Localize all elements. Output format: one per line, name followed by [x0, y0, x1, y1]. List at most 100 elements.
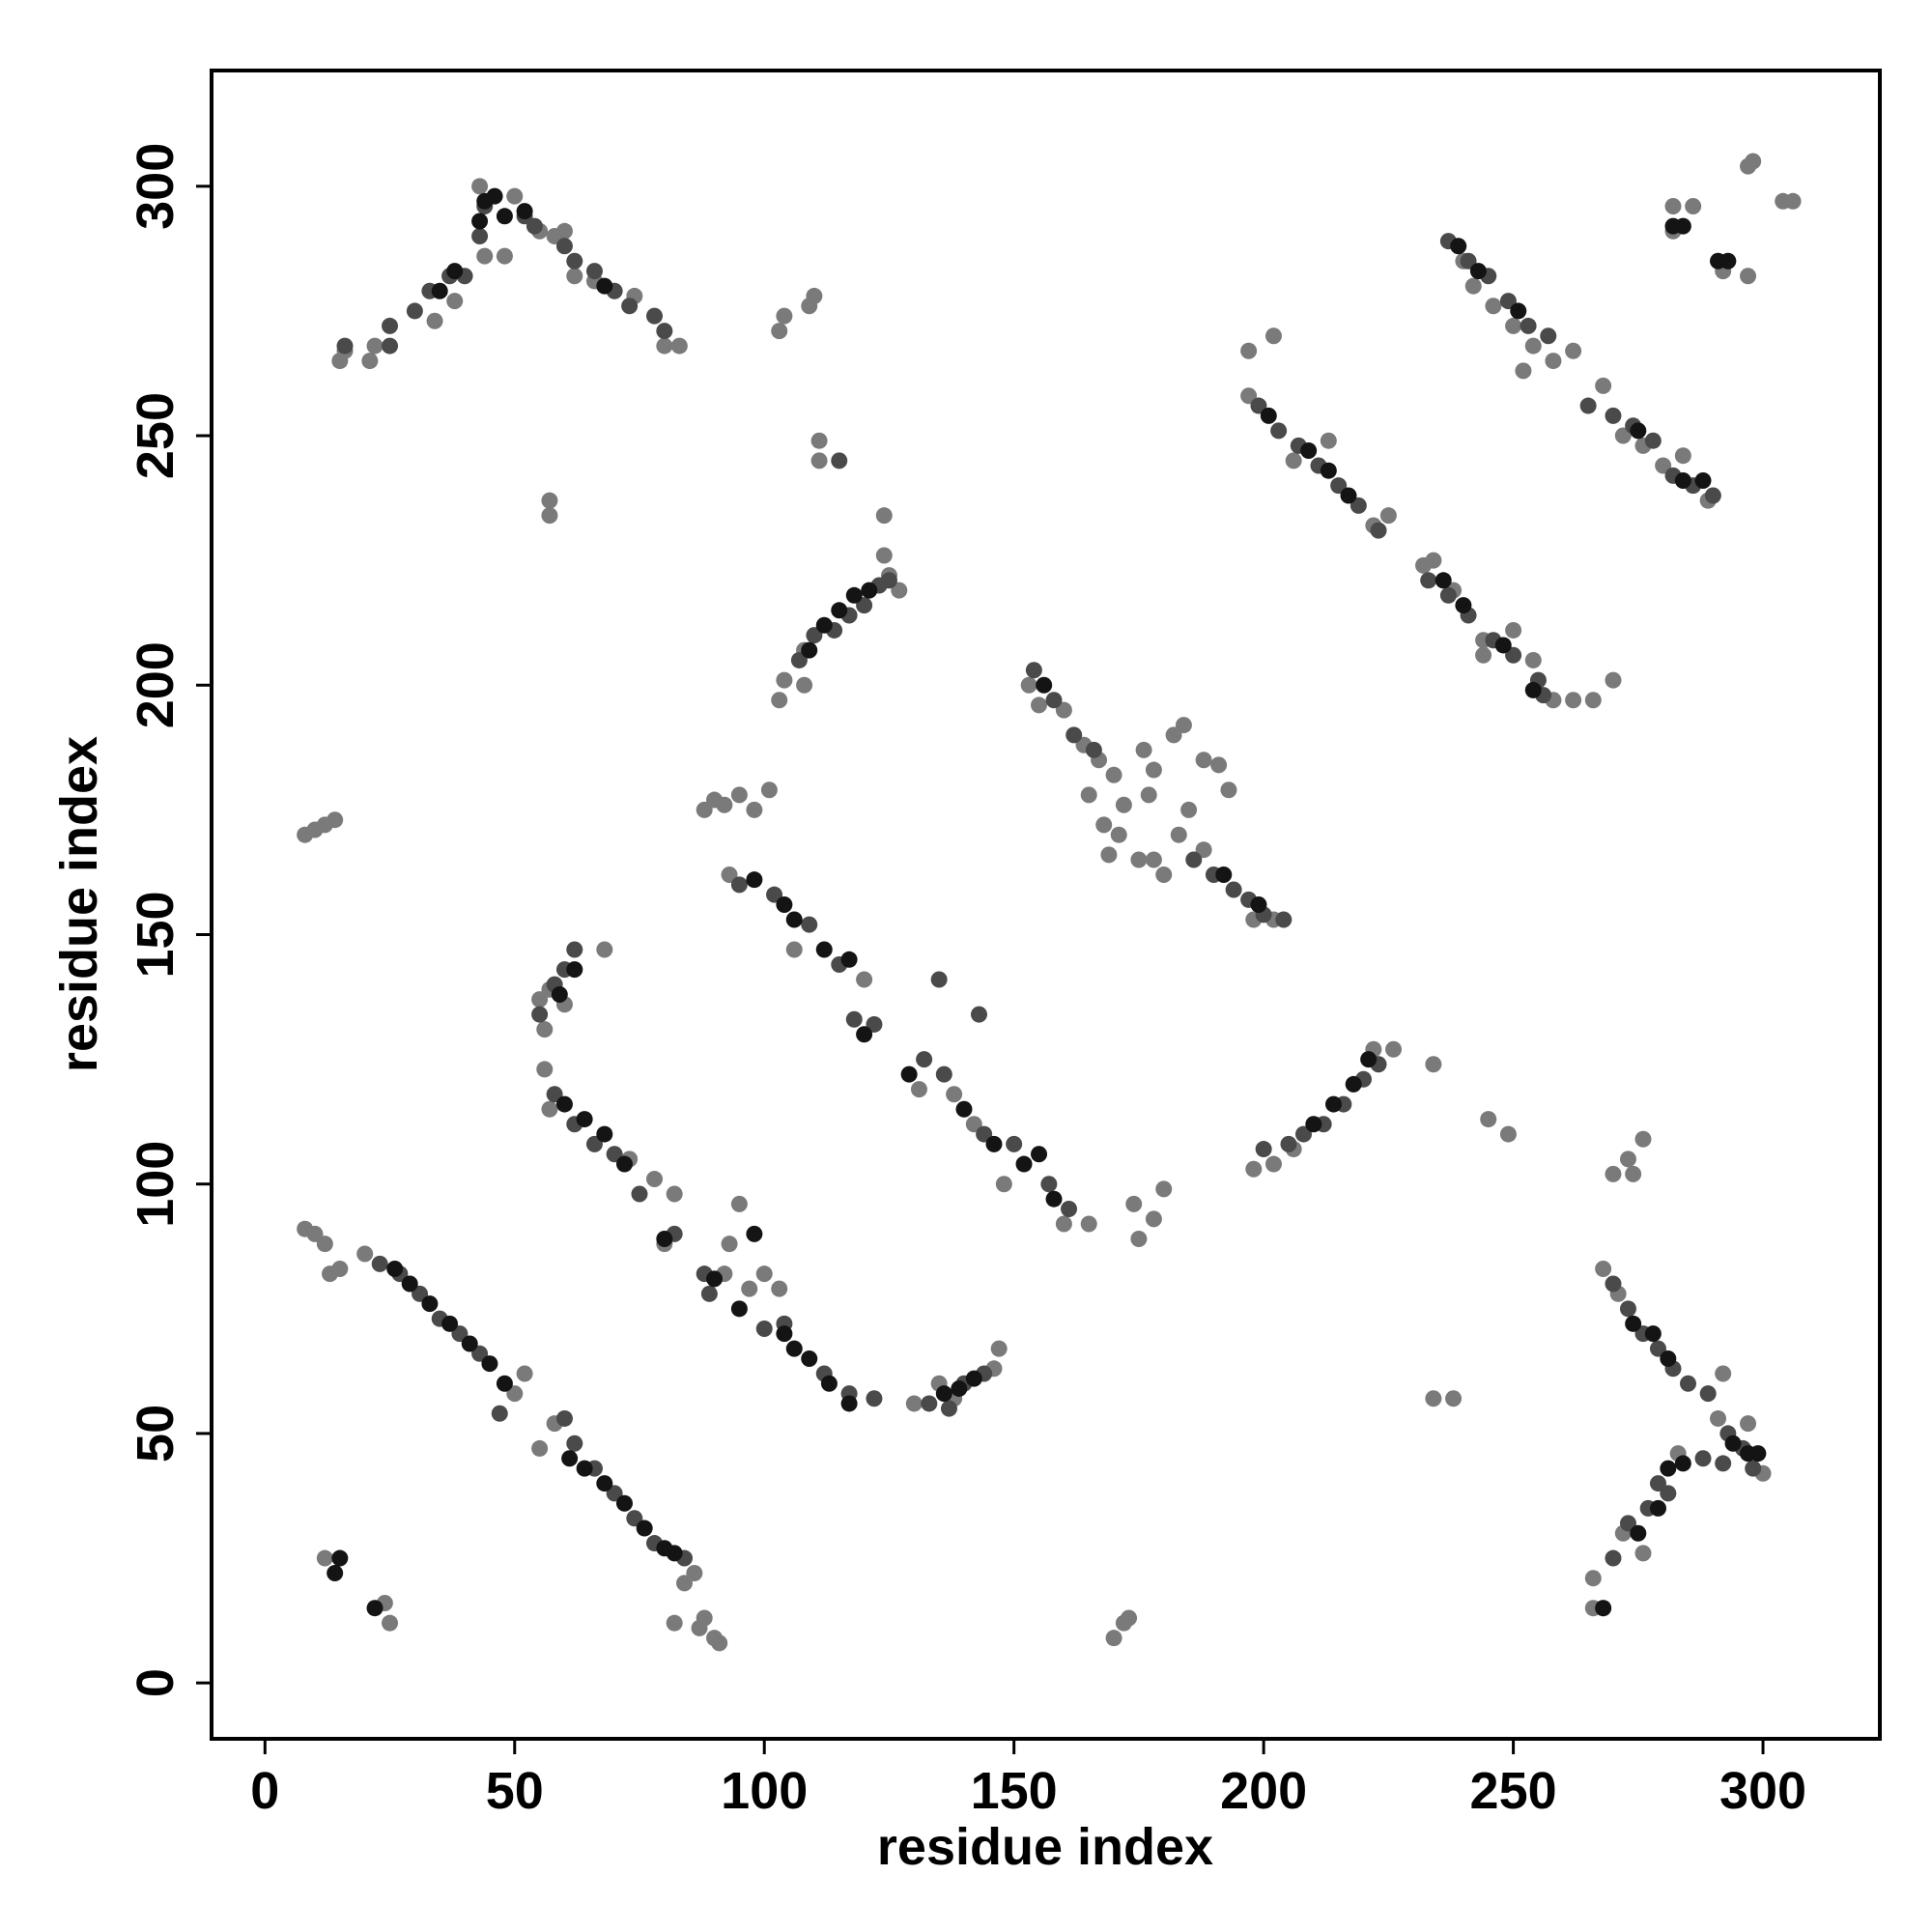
point — [875, 507, 893, 525]
point — [1749, 1445, 1767, 1463]
point — [1420, 572, 1437, 589]
y-axis-title: residue index — [50, 736, 108, 1072]
x-tick-label: 250 — [1470, 1762, 1557, 1820]
point — [1660, 1460, 1677, 1477]
point — [1515, 362, 1532, 380]
point — [1634, 1130, 1652, 1148]
point — [1006, 1135, 1023, 1152]
point — [426, 312, 443, 329]
point — [1485, 298, 1502, 315]
point — [1505, 317, 1522, 334]
points — [297, 153, 1802, 1652]
point — [1240, 342, 1258, 359]
point — [541, 507, 558, 525]
x-axis-title: residue index — [877, 1818, 1213, 1876]
point — [730, 876, 748, 894]
point — [606, 1485, 623, 1502]
point — [496, 208, 513, 225]
point — [1031, 696, 1048, 714]
point — [1625, 1315, 1642, 1332]
point — [506, 1385, 524, 1403]
point — [461, 1335, 478, 1352]
point — [1649, 1340, 1666, 1357]
point — [891, 582, 908, 599]
point — [796, 676, 813, 694]
point — [995, 1176, 1012, 1193]
point — [1185, 851, 1203, 868]
point — [1245, 1160, 1263, 1178]
point — [441, 1315, 459, 1332]
point — [1605, 407, 1622, 424]
point — [382, 1614, 399, 1632]
point — [1694, 472, 1712, 490]
point — [1524, 651, 1542, 668]
point — [1294, 1125, 1312, 1143]
x-tick-label: 150 — [971, 1762, 1058, 1820]
point — [1220, 781, 1237, 799]
point — [1674, 1455, 1691, 1472]
point — [1210, 756, 1228, 774]
point — [1379, 507, 1397, 525]
point — [861, 582, 878, 599]
point — [1040, 1176, 1058, 1193]
point — [656, 337, 673, 355]
point — [471, 213, 489, 230]
point — [382, 337, 399, 355]
point — [771, 323, 788, 340]
point — [1450, 238, 1467, 255]
point — [666, 1185, 683, 1203]
point — [541, 492, 558, 509]
point — [951, 1379, 968, 1397]
point — [930, 971, 948, 988]
point — [1020, 676, 1037, 694]
point — [1634, 1545, 1652, 1562]
point — [506, 187, 524, 205]
point — [1330, 477, 1348, 495]
point — [810, 452, 828, 469]
point — [546, 1086, 563, 1103]
point — [1584, 1570, 1602, 1587]
point — [356, 1245, 374, 1263]
y-tick-label: 0 — [127, 1668, 185, 1697]
point — [1130, 1231, 1148, 1248]
point — [711, 1634, 728, 1652]
point — [1264, 327, 1282, 345]
point — [1524, 337, 1542, 355]
point — [1644, 432, 1662, 449]
point — [561, 1450, 579, 1467]
point — [585, 263, 603, 280]
point — [306, 1225, 324, 1242]
point — [856, 597, 873, 614]
point — [656, 1231, 673, 1248]
y-tick-label: 150 — [127, 891, 185, 978]
point — [1605, 671, 1622, 689]
point — [382, 317, 399, 334]
point — [1685, 197, 1702, 214]
point — [1031, 1146, 1048, 1163]
point — [1505, 621, 1522, 639]
point — [1080, 1215, 1097, 1233]
point — [1080, 786, 1097, 804]
point — [361, 353, 379, 370]
point — [866, 1390, 883, 1407]
point — [940, 1400, 957, 1417]
point — [1584, 692, 1602, 709]
point — [1439, 586, 1457, 604]
point — [1619, 1151, 1636, 1168]
point — [910, 1081, 927, 1098]
point — [1300, 442, 1318, 460]
point — [1425, 1056, 1442, 1073]
point — [1320, 462, 1337, 479]
point — [1644, 1325, 1662, 1343]
point — [1565, 692, 1582, 709]
point — [1055, 1215, 1072, 1233]
point — [1699, 1385, 1717, 1403]
point — [636, 1520, 653, 1537]
point — [491, 1405, 508, 1422]
point — [1655, 457, 1672, 474]
point — [785, 1340, 803, 1357]
point — [810, 432, 828, 449]
point — [566, 252, 583, 270]
point — [1250, 896, 1267, 913]
